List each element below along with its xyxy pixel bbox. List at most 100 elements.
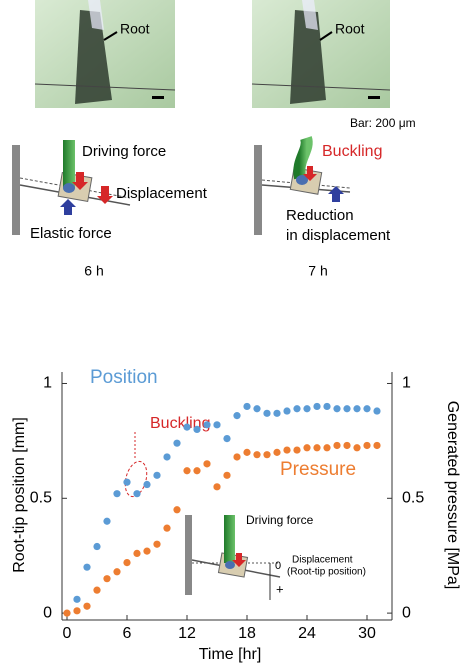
data-point [363, 442, 370, 449]
data-point [223, 472, 230, 479]
y-tick-label: 0.5 [30, 490, 52, 507]
y2-tick-label: 0.5 [402, 490, 424, 507]
data-point [123, 479, 130, 486]
data-point [273, 410, 280, 417]
data-point [283, 446, 290, 453]
data-point [303, 405, 310, 412]
data-point [263, 410, 270, 417]
data-point [343, 405, 350, 412]
y-axis-label: Root-tip position [mm] [11, 417, 28, 573]
x-axis-label: Time [hr] [199, 646, 262, 663]
data-point [153, 541, 160, 548]
data-point [313, 403, 320, 410]
data-point [253, 451, 260, 458]
time-label: 6 h [84, 263, 103, 279]
diagram-label: Driving force [82, 143, 166, 160]
series-label: Position [90, 367, 158, 388]
diagram-label: Buckling [322, 143, 382, 160]
data-point [163, 453, 170, 460]
data-point [73, 607, 80, 614]
data-point [103, 575, 110, 582]
data-point [63, 610, 70, 617]
series-label: Pressure [280, 459, 356, 480]
data-point [153, 472, 160, 479]
data-point [133, 550, 140, 557]
data-point [233, 453, 240, 460]
data-point [253, 405, 260, 412]
data-point [183, 424, 190, 431]
annotation: Buckling [150, 415, 210, 432]
data-point [243, 449, 250, 456]
data-point [113, 490, 120, 497]
data-point [283, 407, 290, 414]
inset-label: Driving force [246, 513, 314, 527]
data-point [203, 421, 210, 428]
x-tick-label: 0 [63, 625, 72, 642]
data-point [373, 407, 380, 414]
data-point [193, 467, 200, 474]
diagram-label: Displacement [116, 185, 208, 202]
data-point [113, 568, 120, 575]
data-point [143, 481, 150, 488]
data-point [293, 405, 300, 412]
data-point [213, 483, 220, 490]
root-label: Root [120, 21, 150, 37]
diagram-label: Elastic force [30, 225, 112, 242]
data-point [173, 440, 180, 447]
data-point [213, 421, 220, 428]
data-point [333, 442, 340, 449]
root-label: Root [335, 21, 365, 37]
data-point [323, 444, 330, 451]
data-point [323, 403, 330, 410]
data-point [353, 405, 360, 412]
data-point [263, 451, 270, 458]
diagram-label: Reduction [286, 207, 354, 224]
x-tick-label: 24 [298, 625, 316, 642]
data-point [163, 525, 170, 532]
data-point [223, 435, 230, 442]
data-point [303, 444, 310, 451]
data-point [293, 446, 300, 453]
figure: Root Root Bar: 200 μm Driving force Disp… [0, 0, 468, 667]
y2-axis-label: Generated pressure [MPa] [444, 401, 461, 590]
data-point [83, 603, 90, 610]
inset-label: Displacement [292, 555, 353, 566]
data-point [123, 559, 130, 566]
inset-diagram [185, 515, 280, 600]
data-point [353, 444, 360, 451]
inset-label: + [276, 581, 284, 596]
data-point [333, 405, 340, 412]
data-point [363, 405, 370, 412]
inset-label: (Root-tip position) [287, 567, 366, 578]
x-tick-label: 6 [123, 625, 132, 642]
time-label: 7 h [308, 263, 327, 279]
data-point [373, 442, 380, 449]
inset-label: 0 [275, 560, 281, 572]
diagram-label: in displacement [286, 227, 391, 244]
y-tick-label: 0 [43, 604, 52, 621]
data-point [203, 460, 210, 467]
data-point [173, 506, 180, 513]
data-point [343, 442, 350, 449]
x-tick-label: 18 [238, 625, 256, 642]
data-point [73, 596, 80, 603]
data-point [133, 490, 140, 497]
data-point [233, 412, 240, 419]
data-point [273, 449, 280, 456]
photo-6h [35, 0, 175, 108]
data-point [143, 548, 150, 555]
data-point [103, 518, 110, 525]
photo-7h [252, 0, 390, 108]
scale-bar-label: Bar: 200 μm [350, 116, 416, 130]
x-tick-label: 30 [358, 625, 376, 642]
page: {"top_panels": [ {"root_label": "Root", … [0, 0, 468, 667]
x-tick-label: 12 [178, 625, 196, 642]
data-point [243, 403, 250, 410]
data-point [183, 467, 190, 474]
data-point [193, 426, 200, 433]
data-point [83, 564, 90, 571]
y2-tick-label: 0 [402, 604, 411, 621]
y2-tick-label: 1 [402, 375, 411, 392]
data-point [93, 587, 100, 594]
data-point [93, 543, 100, 550]
